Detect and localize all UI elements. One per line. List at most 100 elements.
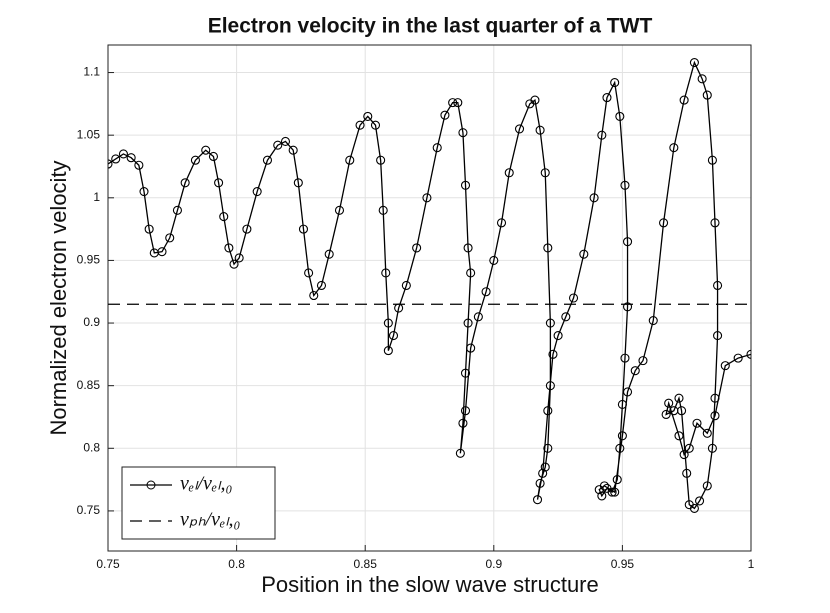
data-point bbox=[458, 128, 468, 138]
data-point bbox=[201, 145, 211, 155]
data-point bbox=[620, 180, 630, 190]
data-point bbox=[669, 143, 679, 153]
data-point bbox=[602, 93, 612, 103]
data-point bbox=[378, 205, 388, 215]
data-point bbox=[111, 154, 121, 164]
data-point bbox=[144, 224, 154, 234]
x-tick-label: 1 bbox=[748, 557, 755, 571]
data-point bbox=[710, 218, 720, 228]
plot-frame bbox=[107, 44, 752, 552]
data-point bbox=[460, 180, 471, 190]
data-point bbox=[118, 149, 128, 159]
data-point bbox=[679, 95, 689, 105]
data-point bbox=[561, 312, 571, 322]
data-point bbox=[545, 381, 555, 391]
data-point bbox=[535, 125, 545, 135]
data-point bbox=[707, 155, 717, 165]
data-point bbox=[334, 205, 345, 215]
data-point bbox=[617, 399, 627, 410]
data-point bbox=[692, 418, 702, 428]
data-point bbox=[543, 406, 553, 416]
data-point bbox=[702, 428, 712, 438]
data-point bbox=[376, 155, 386, 165]
data-point bbox=[540, 462, 550, 472]
data-point bbox=[412, 243, 422, 253]
data-point bbox=[702, 481, 712, 491]
data-point bbox=[530, 95, 540, 105]
y-tick-label: 1.05 bbox=[77, 127, 101, 141]
data-point bbox=[589, 193, 599, 203]
data-point bbox=[710, 411, 720, 421]
series-line bbox=[108, 60, 751, 510]
data-point bbox=[242, 224, 252, 234]
data-point bbox=[208, 151, 219, 162]
data-point bbox=[252, 186, 262, 197]
data-point bbox=[535, 478, 545, 488]
data-point bbox=[707, 443, 717, 453]
data-point bbox=[214, 178, 224, 188]
data-point bbox=[139, 186, 149, 197]
data-point bbox=[455, 448, 465, 458]
y-tick-label: 0.75 bbox=[77, 503, 101, 517]
data-point bbox=[458, 418, 468, 428]
data-point bbox=[597, 491, 607, 501]
data-point bbox=[293, 178, 303, 188]
data-point bbox=[219, 212, 229, 222]
data-point bbox=[324, 249, 334, 259]
data-point bbox=[553, 331, 563, 341]
x-tick-label: 0.75 bbox=[96, 557, 120, 571]
data-point bbox=[453, 98, 463, 108]
x-tick-label: 0.95 bbox=[611, 557, 635, 571]
data-point bbox=[579, 249, 589, 259]
data-point bbox=[157, 247, 167, 257]
data-point bbox=[463, 243, 473, 253]
data-point bbox=[661, 409, 671, 420]
y-axis-label: Normalized electron velocity bbox=[46, 160, 71, 435]
data-point bbox=[224, 243, 234, 253]
data-point bbox=[746, 349, 751, 359]
data-point bbox=[543, 443, 553, 453]
data-point bbox=[172, 205, 182, 215]
data-point bbox=[180, 178, 190, 188]
data-point bbox=[383, 318, 393, 328]
data-point bbox=[664, 398, 674, 408]
data-point bbox=[370, 120, 381, 130]
data-point bbox=[108, 159, 113, 169]
data-point bbox=[481, 287, 491, 297]
data-point bbox=[538, 468, 548, 478]
data-point bbox=[298, 224, 309, 234]
data-point bbox=[460, 406, 471, 416]
data-point bbox=[612, 475, 622, 485]
data-point bbox=[473, 312, 483, 322]
data-point bbox=[466, 343, 476, 353]
y-tick-label: 0.8 bbox=[83, 440, 100, 454]
data-point bbox=[622, 302, 633, 312]
legend-marker bbox=[146, 480, 156, 490]
data-point bbox=[345, 155, 355, 165]
data-point bbox=[280, 136, 291, 146]
data-point bbox=[568, 293, 579, 303]
data-point bbox=[401, 280, 411, 291]
data-point bbox=[304, 268, 314, 278]
data-point bbox=[545, 318, 555, 328]
data-point bbox=[165, 233, 175, 243]
data-point bbox=[543, 243, 553, 253]
data-point bbox=[381, 268, 391, 278]
data-point bbox=[622, 237, 633, 247]
data-point bbox=[659, 218, 669, 228]
y-tick-label: 0.95 bbox=[77, 253, 101, 267]
data-point bbox=[309, 290, 319, 301]
x-tick-label: 0.9 bbox=[485, 557, 502, 571]
data-point bbox=[720, 361, 730, 371]
data-point bbox=[262, 155, 273, 165]
data-point bbox=[548, 349, 558, 359]
data-point bbox=[126, 153, 136, 163]
data-point bbox=[496, 218, 507, 228]
data-point bbox=[234, 253, 244, 263]
x-tick-label: 0.85 bbox=[354, 557, 378, 571]
data-point bbox=[622, 387, 633, 397]
data-point bbox=[448, 98, 458, 108]
data-point bbox=[638, 356, 648, 366]
data-point bbox=[648, 315, 658, 326]
